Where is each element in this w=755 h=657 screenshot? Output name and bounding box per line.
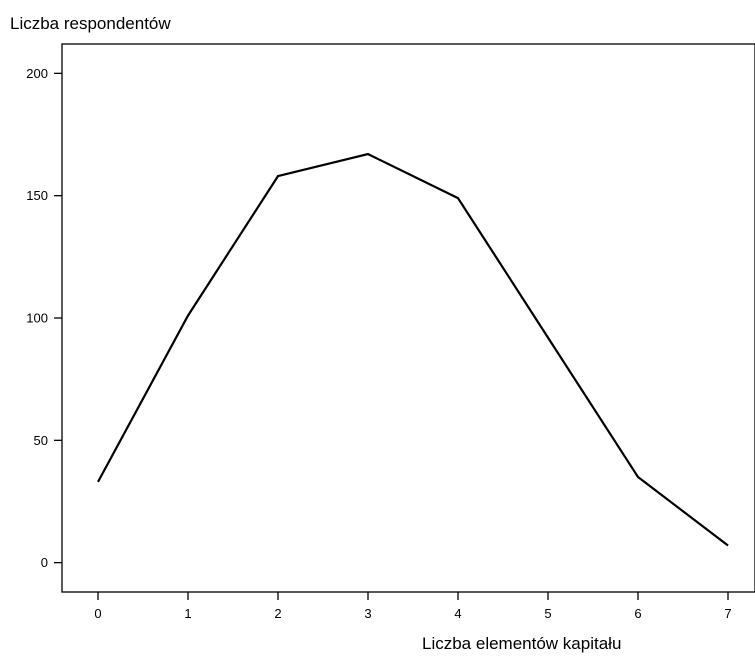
y-tick-label: 50 bbox=[34, 433, 48, 448]
x-axis-title: Liczba elementów kapitału bbox=[422, 634, 621, 653]
x-tick-label: 0 bbox=[94, 606, 101, 621]
x-tick-label: 7 bbox=[724, 606, 731, 621]
x-tick-label: 1 bbox=[184, 606, 191, 621]
y-tick-label: 200 bbox=[26, 66, 48, 81]
x-tick-label: 2 bbox=[274, 606, 281, 621]
x-tick-label: 4 bbox=[454, 606, 461, 621]
plot-frame bbox=[61, 43, 755, 593]
x-tick-label: 3 bbox=[364, 606, 371, 621]
x-axis-ticks: 0 1 2 3 4 5 6 7 bbox=[94, 592, 732, 621]
y-axis-title: Liczba respondentów bbox=[10, 14, 171, 33]
series-line bbox=[97, 152, 729, 547]
y-tick-label: 150 bbox=[26, 188, 48, 203]
x-tick-label: 5 bbox=[544, 606, 551, 621]
y-tick-label: 100 bbox=[26, 311, 48, 326]
series-layer bbox=[97, 152, 729, 547]
x-tick-label: 6 bbox=[634, 606, 641, 621]
y-tick-label: 0 bbox=[41, 555, 48, 570]
y-axis-ticks: 0 50 100 150 200 bbox=[26, 66, 62, 570]
